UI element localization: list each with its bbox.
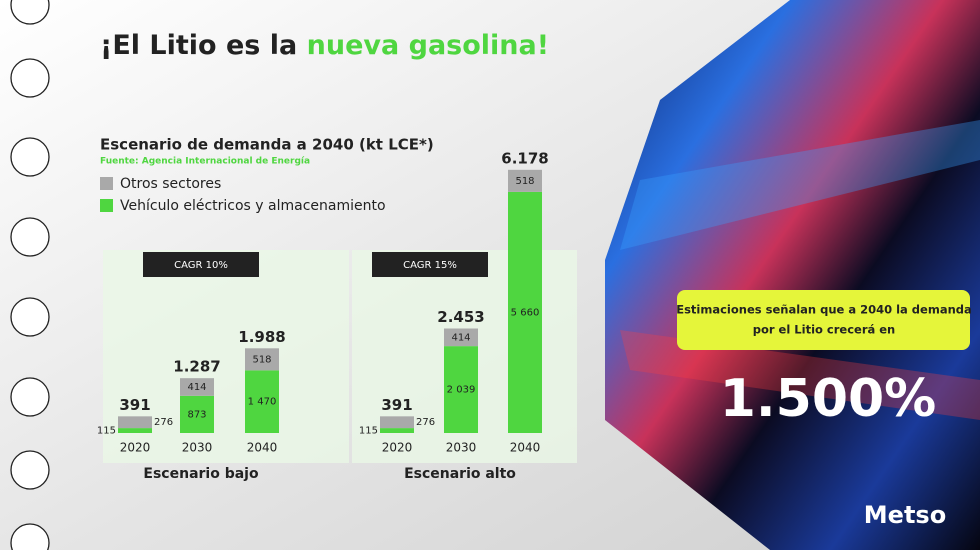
x-tick-label: 2040 [247, 441, 278, 455]
value-label: 2 039 [447, 385, 476, 396]
x-tick-label: 2030 [182, 441, 213, 455]
value-label: 5 660 [511, 307, 540, 318]
value-label: 276 [416, 417, 435, 428]
chart-title: Escenario bajo [143, 466, 259, 482]
chart-heading: Escenario de demanda a 2040 (kt LCE*) [100, 136, 434, 154]
value-label: 276 [154, 417, 173, 428]
bar-segment [180, 395, 214, 433]
total-label: 1.287 [173, 358, 220, 376]
annotation-box [143, 252, 259, 277]
brand: Metso [864, 501, 946, 529]
bar-segment [380, 416, 414, 429]
callout-box [677, 290, 970, 350]
bar-segment [180, 378, 214, 396]
legend-swatch [100, 199, 113, 212]
bar-segment [508, 169, 542, 192]
callout-text: Estimaciones señalan que a 2040 la deman… [676, 303, 972, 317]
legend-label: Otros sectores [120, 176, 221, 192]
annotation: CAGR 10% [174, 260, 228, 271]
total-label: 6.178 [501, 149, 548, 167]
value-label: 873 [187, 409, 206, 420]
callout-text: por el Litio crecerá en [753, 323, 896, 337]
bar-segment [118, 428, 152, 433]
light-streak [620, 120, 980, 250]
value-label: 518 [252, 354, 271, 365]
rings [10, 0, 50, 550]
value-label: 414 [187, 382, 206, 393]
bar-segment [380, 428, 414, 433]
value-label: 414 [451, 332, 470, 343]
bar-segment [508, 191, 542, 433]
light-streak [620, 330, 980, 420]
bar-segment [444, 346, 478, 433]
total-label: 1.988 [238, 328, 285, 346]
callout-value: 1.500% [720, 369, 937, 429]
bar-segment [245, 370, 279, 433]
x-tick-label: 2020 [120, 441, 151, 455]
x-tick-label: 2030 [446, 441, 477, 455]
value-label: 518 [515, 176, 534, 187]
bar-segment [444, 328, 478, 347]
value-label: 115 [97, 426, 116, 437]
bar-segment [118, 416, 152, 429]
annotation-box [372, 252, 488, 277]
lights-image [605, 0, 980, 550]
total-label: 391 [119, 396, 150, 414]
value-label: 115 [359, 426, 378, 437]
x-tick-label: 2040 [510, 441, 541, 455]
total-label: 391 [381, 396, 412, 414]
legend-swatch [100, 177, 113, 190]
chart-title: Escenario alto [404, 466, 516, 482]
x-tick-label: 2020 [382, 441, 413, 455]
bar-segment [245, 348, 279, 371]
legend-label: Vehículo eléctricos y almacenamiento [120, 198, 386, 214]
source: Fuente: Agencia Internacional de Energía [100, 157, 310, 167]
total-label: 2.453 [437, 308, 484, 326]
slide-title: ¡El Litio es la nueva gasolina! [100, 30, 549, 61]
value-label: 1 470 [248, 397, 277, 408]
annotation: CAGR 15% [403, 260, 457, 271]
